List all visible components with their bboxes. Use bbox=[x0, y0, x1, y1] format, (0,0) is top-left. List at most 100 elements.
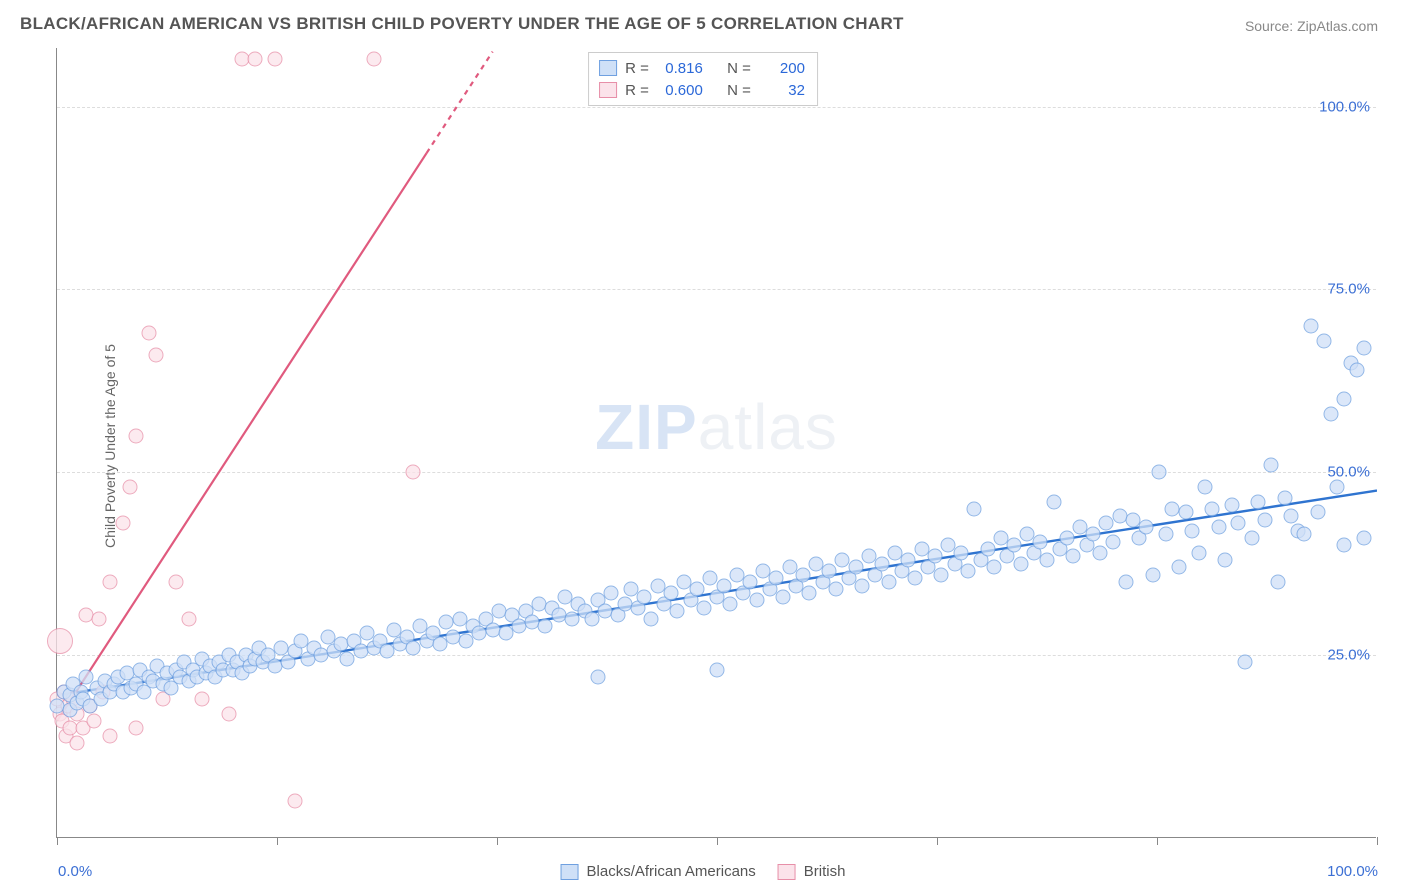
scatter-point bbox=[855, 578, 870, 593]
scatter-point bbox=[538, 618, 553, 633]
scatter-point bbox=[1092, 545, 1107, 560]
scatter-point bbox=[875, 556, 890, 571]
scatter-point bbox=[1152, 465, 1167, 480]
scatter-point bbox=[1046, 494, 1061, 509]
scatter-point bbox=[776, 589, 791, 604]
scatter-point bbox=[1139, 520, 1154, 535]
scatter-point bbox=[1013, 556, 1028, 571]
scatter-point bbox=[901, 553, 916, 568]
scatter-point bbox=[1284, 509, 1299, 524]
series-legend: Blacks/African Americans British bbox=[561, 863, 846, 880]
scatter-point bbox=[743, 574, 758, 589]
y-tick-label: 100.0% bbox=[1319, 98, 1370, 115]
legend-n-value: 200 bbox=[759, 60, 805, 77]
scatter-point bbox=[960, 564, 975, 579]
scatter-point bbox=[1191, 545, 1206, 560]
scatter-point bbox=[102, 574, 117, 589]
scatter-point bbox=[1119, 574, 1134, 589]
scatter-point bbox=[1310, 505, 1325, 520]
scatter-point bbox=[92, 611, 107, 626]
scatter-point bbox=[967, 501, 982, 516]
legend-r-label: R = bbox=[625, 82, 649, 99]
scatter-point bbox=[1304, 318, 1319, 333]
legend-label: British bbox=[804, 863, 846, 880]
scatter-point bbox=[1330, 479, 1345, 494]
scatter-point bbox=[980, 542, 995, 557]
scatter-point bbox=[1224, 498, 1239, 513]
scatter-point bbox=[142, 326, 157, 341]
gridline bbox=[57, 289, 1376, 290]
scatter-point bbox=[1007, 538, 1022, 553]
scatter-point bbox=[881, 574, 896, 589]
scatter-point bbox=[168, 574, 183, 589]
scatter-point bbox=[1172, 560, 1187, 575]
scatter-point bbox=[1145, 567, 1160, 582]
scatter-point bbox=[1033, 534, 1048, 549]
legend-r-label: R = bbox=[625, 60, 649, 77]
legend-swatch bbox=[599, 60, 617, 76]
scatter-point bbox=[637, 589, 652, 604]
legend-r-value: 0.816 bbox=[657, 60, 703, 77]
legend-row: R =0.816 N =200 bbox=[599, 57, 805, 79]
scatter-point bbox=[954, 545, 969, 560]
x-tick bbox=[277, 837, 278, 845]
scatter-point bbox=[1356, 531, 1371, 546]
x-tick bbox=[57, 837, 58, 845]
scatter-point bbox=[1211, 520, 1226, 535]
scatter-point bbox=[221, 706, 236, 721]
scatter-point bbox=[1277, 490, 1292, 505]
legend-swatch bbox=[561, 864, 579, 880]
scatter-point bbox=[1323, 406, 1338, 421]
scatter-point bbox=[1317, 333, 1332, 348]
trend-lines bbox=[57, 48, 1377, 838]
scatter-point bbox=[848, 560, 863, 575]
scatter-point bbox=[149, 348, 164, 363]
scatter-point bbox=[934, 567, 949, 582]
scatter-point bbox=[822, 564, 837, 579]
scatter-point bbox=[1356, 340, 1371, 355]
scatter-point bbox=[802, 585, 817, 600]
scatter-point bbox=[122, 479, 137, 494]
scatter-point bbox=[670, 604, 685, 619]
scatter-point bbox=[195, 692, 210, 707]
scatter-point bbox=[1231, 516, 1246, 531]
scatter-point bbox=[1086, 527, 1101, 542]
scatter-point bbox=[86, 713, 101, 728]
scatter-point bbox=[987, 560, 1002, 575]
scatter-point bbox=[69, 735, 84, 750]
legend-r-value: 0.600 bbox=[657, 82, 703, 99]
scatter-point bbox=[267, 51, 282, 66]
scatter-point bbox=[716, 578, 731, 593]
scatter-point bbox=[828, 582, 843, 597]
scatter-point bbox=[1066, 549, 1081, 564]
scatter-point bbox=[366, 51, 381, 66]
scatter-point bbox=[696, 600, 711, 615]
legend-n-value: 32 bbox=[759, 82, 805, 99]
scatter-point bbox=[927, 549, 942, 564]
legend-n-label: N = bbox=[727, 82, 751, 99]
y-tick-label: 50.0% bbox=[1327, 464, 1370, 481]
scatter-point bbox=[795, 567, 810, 582]
scatter-point bbox=[908, 571, 923, 586]
scatter-point bbox=[644, 611, 659, 626]
scatter-point bbox=[710, 662, 725, 677]
scatter-point bbox=[129, 721, 144, 736]
scatter-point bbox=[663, 585, 678, 600]
scatter-point bbox=[1040, 553, 1055, 568]
scatter-point bbox=[1297, 527, 1312, 542]
scatter-point bbox=[116, 516, 131, 531]
legend-item: Blacks/African Americans bbox=[561, 863, 756, 880]
x-tick bbox=[937, 837, 938, 845]
scatter-point bbox=[1158, 527, 1173, 542]
scatter-point bbox=[102, 728, 117, 743]
scatter-point bbox=[129, 428, 144, 443]
scatter-point bbox=[1106, 534, 1121, 549]
x-tick bbox=[497, 837, 498, 845]
scatter-point bbox=[1271, 574, 1286, 589]
scatter-point bbox=[287, 794, 302, 809]
scatter-point bbox=[1257, 512, 1272, 527]
chart-title: BLACK/AFRICAN AMERICAN VS BRITISH CHILD … bbox=[20, 14, 904, 34]
x-axis-max-label: 100.0% bbox=[1327, 863, 1378, 880]
gridline bbox=[57, 107, 1376, 108]
scatter-point bbox=[1337, 538, 1352, 553]
